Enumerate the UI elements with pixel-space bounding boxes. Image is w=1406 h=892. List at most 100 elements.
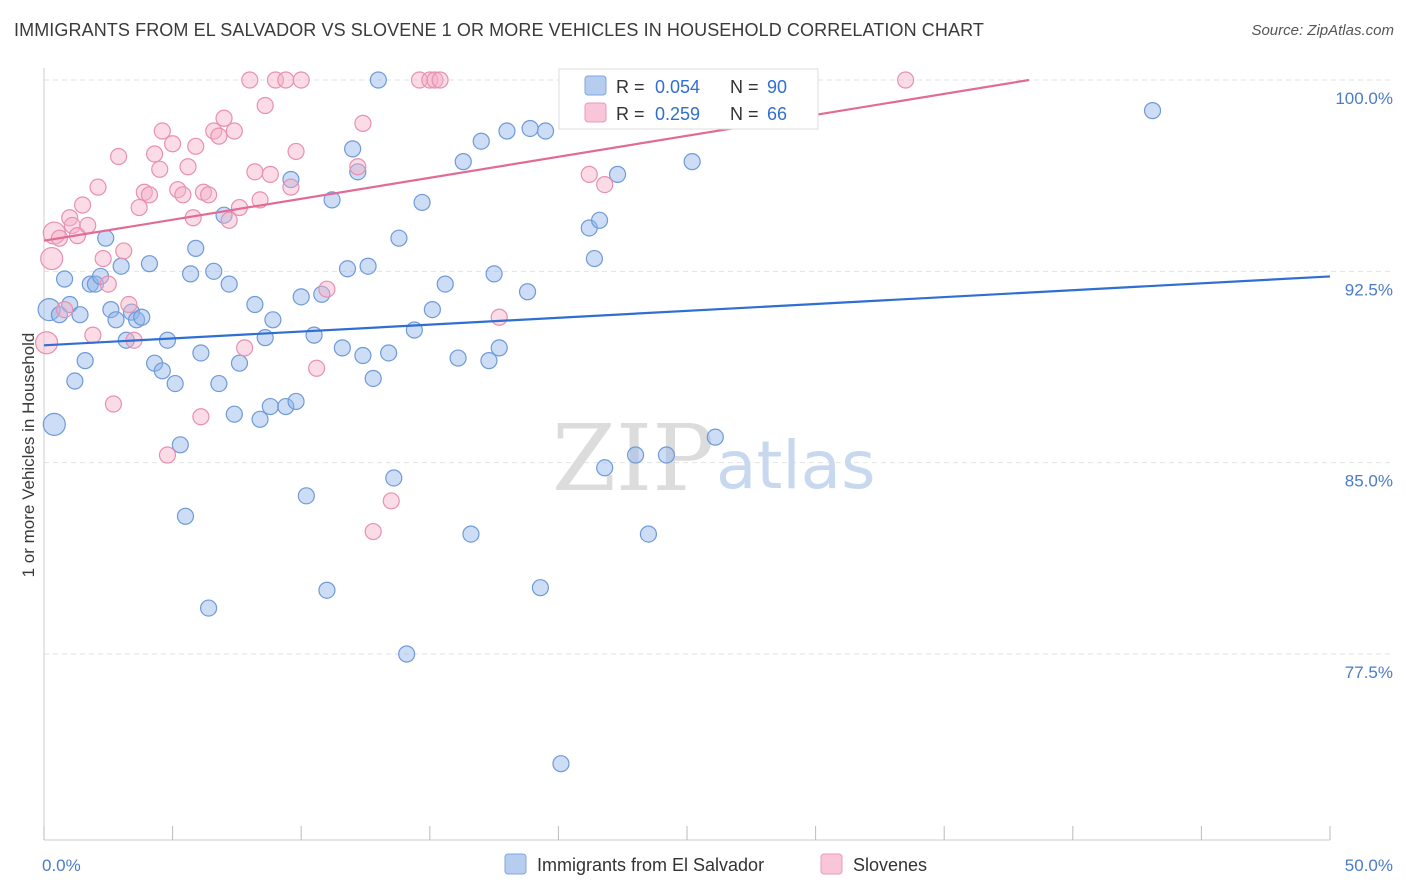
slovenes-point [73, 196, 92, 214]
slovenes-point [382, 492, 400, 510]
el-salvador-point [176, 507, 195, 525]
slovenes-point [179, 158, 197, 176]
slovenes-point [153, 122, 171, 140]
el-salvador-point [133, 308, 151, 326]
slovenes-point [220, 211, 238, 229]
slovenes-point [34, 331, 59, 355]
slovenes-point [426, 71, 444, 89]
slovenes-point [164, 135, 182, 153]
slovenes-point [120, 295, 138, 314]
el-salvador-point [313, 285, 331, 303]
slovenes-point [192, 408, 210, 426]
el-salvador-point [585, 249, 604, 268]
el-salvador-point [498, 122, 516, 140]
slovenes-point [431, 71, 449, 89]
slovenes-point [200, 186, 218, 204]
slovenes-point [580, 165, 598, 183]
el-salvador-trend-line [43, 275, 1331, 347]
legend-n-label-1: N = [730, 77, 759, 97]
slovenes-point [115, 242, 133, 260]
legend-n-value-2: 66 [767, 104, 787, 124]
el-salvador-point [251, 410, 269, 428]
el-salvador-point [596, 459, 614, 477]
el-salvador-point [42, 412, 66, 436]
el-salvador-point [472, 132, 490, 150]
el-salvador-point [277, 397, 295, 416]
el-salvador-point [436, 275, 454, 293]
el-salvador-point [210, 374, 228, 393]
legend-r-value-2: 0.259 [655, 104, 700, 124]
el-salvador-point [485, 265, 503, 283]
el-salvador-point [61, 295, 79, 314]
slovenes-point [55, 301, 74, 319]
legend-n-label-2: N = [730, 104, 759, 124]
el-salvador-point [490, 339, 508, 357]
el-salvador-point [166, 374, 184, 393]
el-salvador-point [187, 239, 205, 257]
el-salvador-point [369, 71, 387, 89]
el-salvador-point [261, 397, 279, 416]
bottom-legend-swatch-slovenes [820, 853, 843, 875]
watermark: ZIP atlas [552, 405, 876, 512]
slovenes-point [596, 175, 614, 194]
el-salvador-point [449, 349, 467, 367]
el-salvador-point [171, 436, 189, 454]
slovenes-point [241, 71, 259, 89]
el-salvador-point [246, 295, 264, 314]
el-salvador-point [626, 446, 645, 464]
el-salvador-point [37, 298, 61, 322]
slovenes-point [40, 246, 64, 271]
slovenes-point [318, 280, 336, 298]
el-salvador-point [380, 344, 398, 362]
el-salvador-point [323, 191, 341, 209]
slovenes-point [89, 178, 107, 196]
el-salvador-point [683, 153, 701, 171]
el-salvador-point [318, 581, 336, 599]
el-salvador-point [256, 329, 274, 347]
slovenes-point [292, 71, 310, 89]
slovenes-point [490, 308, 508, 326]
y-axis-title: 1 or more Vehicles in Household [19, 333, 38, 578]
slovenes-point [897, 71, 915, 89]
el-salvador-point [518, 283, 537, 301]
bottom-legend-swatch-el-salvador [504, 853, 527, 875]
slovenes-point [104, 395, 123, 413]
x-tick-label-0: 0.0% [42, 856, 81, 875]
el-salvador-point [398, 645, 416, 663]
slovenes-point [205, 122, 223, 140]
legend-swatch-slovenes [584, 102, 607, 123]
el-salvador-point [462, 525, 480, 543]
el-salvador-point [531, 579, 549, 597]
el-salvador-point [608, 165, 627, 183]
slovenes-point [145, 145, 164, 163]
el-salvador-point [158, 331, 177, 349]
el-salvador-point [287, 392, 305, 411]
trend-lines [43, 78, 1331, 347]
el-salvador-point [521, 119, 539, 138]
el-salvador-point [66, 372, 84, 390]
x-tick-label-1: 50.0% [1345, 856, 1393, 875]
slovenes-point [169, 181, 187, 199]
el-salvador-point [292, 288, 310, 306]
el-salvador-point [590, 211, 609, 229]
chart-title: IMMIGRANTS FROM EL SALVADOR VS SLOVENE 1… [14, 20, 984, 40]
data-points [34, 71, 1162, 773]
el-salvador-point [102, 301, 120, 319]
el-salvador-point [390, 229, 408, 247]
y-tick-label-2: 85.0% [1345, 472, 1393, 491]
el-salvador-point [220, 275, 238, 293]
el-salvador-point [359, 257, 377, 275]
el-salvador-point [536, 122, 555, 140]
slovenes-trend-line [43, 78, 1030, 242]
legend-swatch-el-salvador [584, 75, 607, 96]
el-salvador-point [264, 311, 282, 329]
el-salvador-point [50, 306, 69, 324]
legend-r-label-1: R = [616, 77, 645, 97]
el-salvador-point [364, 369, 382, 388]
slovenes-point [215, 109, 233, 127]
el-salvador-point [71, 306, 89, 324]
el-salvador-point [385, 469, 403, 487]
el-salvador-point [297, 487, 315, 505]
el-salvador-point [55, 270, 74, 288]
